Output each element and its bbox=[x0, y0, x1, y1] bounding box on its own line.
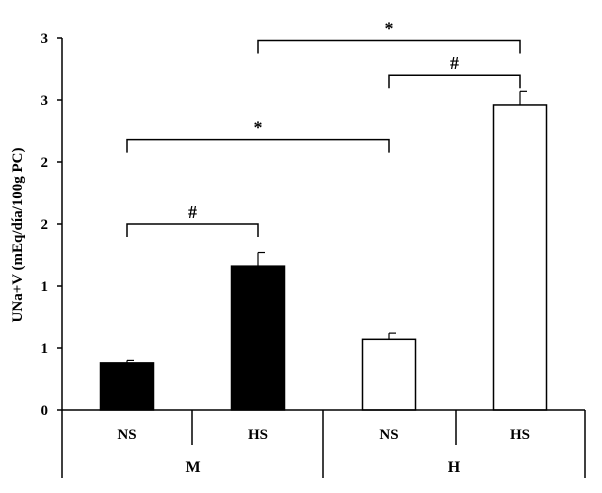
significance-symbol: * bbox=[385, 18, 394, 38]
bars bbox=[99, 90, 548, 411]
y-tick-label: 2 bbox=[41, 217, 49, 233]
axes bbox=[61, 38, 586, 478]
y-tick-label: 1 bbox=[41, 341, 49, 357]
bar bbox=[361, 338, 417, 411]
significance-symbol: * bbox=[254, 118, 263, 138]
significance-bracket bbox=[388, 74, 521, 89]
x-category-label: HS bbox=[248, 427, 268, 443]
significance-symbol: # bbox=[450, 53, 459, 73]
y-tick-label: 1 bbox=[41, 279, 49, 295]
significance-bracket bbox=[126, 138, 390, 153]
significance-bracket bbox=[126, 223, 259, 237]
x-category-label: NS bbox=[379, 427, 398, 443]
y-tick-label: 3 bbox=[41, 93, 49, 109]
bar bbox=[230, 265, 286, 411]
y-tick-label: 0 bbox=[41, 403, 49, 419]
x-axis-labels: NS HS NS HS M H bbox=[117, 427, 530, 476]
y-tick-label: 2 bbox=[41, 155, 49, 171]
bar bbox=[99, 362, 155, 411]
x-group-label: H bbox=[448, 459, 461, 476]
x-category-label: NS bbox=[117, 427, 136, 443]
y-tick-label: 3 bbox=[41, 31, 49, 47]
significance-bracket bbox=[257, 39, 521, 54]
y-axis-label: UNa+V (mEq/día/100g PC) bbox=[10, 148, 26, 323]
bar bbox=[492, 104, 548, 411]
y-axis-ticks: 0 1 1 2 2 3 3 bbox=[41, 31, 62, 419]
significance-symbol: # bbox=[188, 202, 197, 222]
significance-brackets: # * # * bbox=[126, 18, 521, 237]
x-category-label: HS bbox=[510, 427, 530, 443]
x-group-label: M bbox=[185, 459, 200, 476]
